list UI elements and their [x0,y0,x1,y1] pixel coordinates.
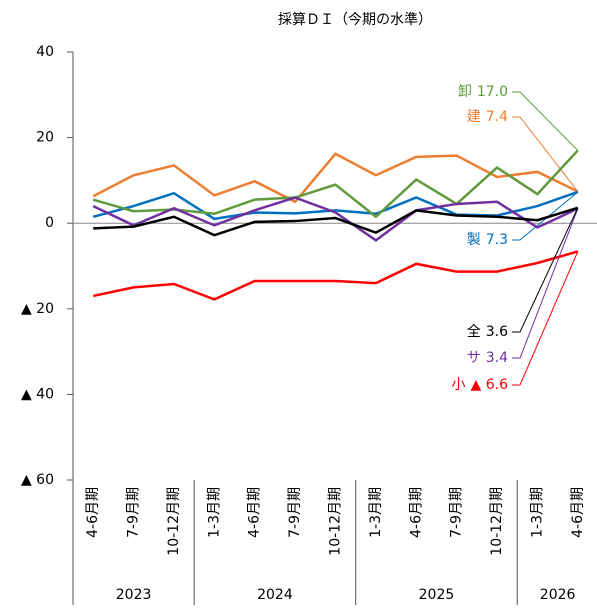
end-label: 建 7.4 [467,109,508,125]
series-line [92,190,579,221]
leader-line [512,91,579,151]
leader-line [512,207,579,333]
x-tick-label: 4-6月期 [570,487,586,538]
value-label: 17.0 [477,84,508,100]
x-tick-label: 4-6月期 [85,487,101,538]
x-tick-label: 7-9月期 [449,487,465,538]
series-line [92,152,579,204]
chart-title: 採算ＤＩ（今期の水準） [278,12,432,28]
series-name: 建 [467,109,481,125]
end-label: 全 3.6 [467,323,508,340]
series-name: サ [467,350,481,366]
x-tick-label: 7-9月期 [287,487,303,538]
value-label: ▲ 6.6 [471,377,509,393]
y-tick-label: ▲ 20 [21,301,54,317]
x-tick-label: 10-12月期 [166,487,182,556]
leader-line [512,116,579,192]
series-line [92,196,579,242]
y-tick-label: ▲ 40 [21,386,54,402]
y-tick-label: 20 [36,130,54,146]
series-name: 小 [452,377,466,393]
x-tick-label: 10-12月期 [328,487,344,556]
x-tick-label: 10-12月期 [489,487,505,556]
y-tick-label: 0 [45,215,54,231]
x-tick-label: 1-3月期 [529,487,545,538]
x-tick-label: 4-6月期 [247,487,263,538]
y-tick-label: 40 [36,44,54,60]
x-group-label: 2024 [257,587,293,603]
x-tick-label: 7-9月期 [126,487,142,538]
leader-line [512,251,579,386]
end-label: 小 ▲ 6.6 [452,377,509,393]
series-line [92,250,579,301]
value-label: 7.3 [486,232,508,248]
x-tick-label: 1-3月期 [368,487,384,538]
x-group-label: 2025 [419,587,455,603]
y-tick-label: ▲ 60 [21,472,54,488]
value-label: 7.4 [486,109,508,125]
x-group-label: 2023 [116,587,152,603]
x-group-label: 2026 [540,587,576,603]
end-label: 製 7.3 [467,232,508,248]
value-label: 3.6 [486,324,508,340]
x-tick-label: 1-3月期 [206,487,222,538]
end-label: サ 3.4 [467,350,508,366]
leader-line [512,191,579,241]
series-name: 卸 [458,84,472,100]
value-label: 3.4 [486,350,508,366]
series-line [93,206,579,237]
leader-line [512,208,579,359]
end-label: 卸 17.0 [458,84,508,100]
x-tick-label: 4-6月期 [408,487,424,538]
series-name: 全 [467,323,481,340]
series-name: 製 [467,232,481,248]
